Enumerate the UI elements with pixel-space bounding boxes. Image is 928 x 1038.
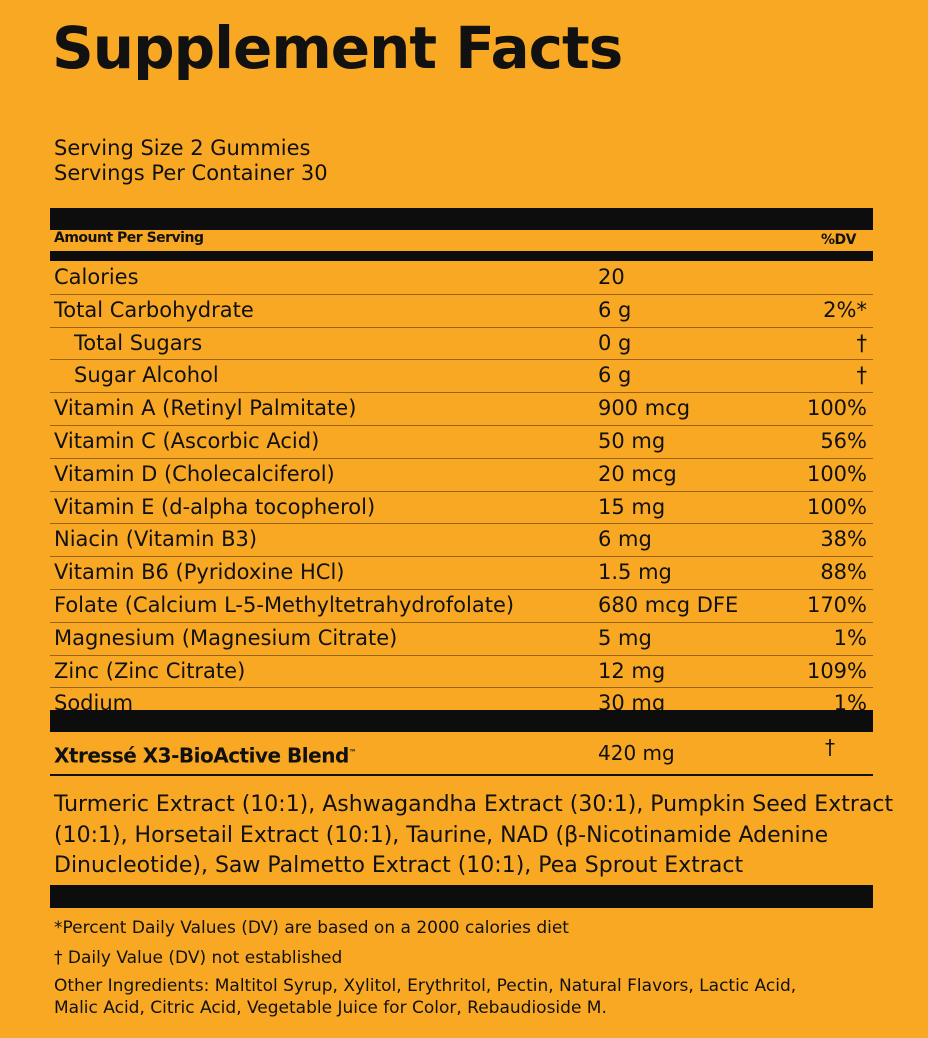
other-ingredients: Other Ingredients: Maltitol Syrup, Xylit… bbox=[54, 976, 797, 1018]
nutrient-dv: 2%* bbox=[823, 297, 867, 322]
nutrient-amount: 20 bbox=[598, 265, 625, 289]
nutrient-dv: 100% bbox=[806, 494, 867, 519]
nutrient-name: Zinc (Zinc Citrate) bbox=[54, 658, 246, 683]
footnote-percent-dv: *Percent Daily Values (DV) are based on … bbox=[54, 918, 569, 938]
trademark: ™ bbox=[348, 748, 357, 757]
table-row: Vitamin D (Cholecalciferol) 20 mcg 100% bbox=[50, 459, 873, 492]
nutrient-amount: 1.5 mg bbox=[598, 560, 672, 585]
servings-per-container: Servings Per Container 30 bbox=[54, 161, 328, 185]
table-row: Folate (Calcium L-5-Methyltetrahydrofola… bbox=[50, 590, 873, 623]
nutrient-name: Vitamin A (Retinyl Palmitate) bbox=[54, 396, 357, 421]
table-row: Vitamin C (Ascorbic Acid) 50 mg 56% bbox=[50, 426, 873, 459]
amount-per-serving-label: Amount Per Serving bbox=[54, 230, 204, 246]
blend-name-text: Xtressé X3-BioActive Blend bbox=[54, 743, 349, 768]
nutrient-name: Vitamin E (d-alpha tocopherol) bbox=[54, 494, 376, 519]
nutrient-name: Sugar Alcohol bbox=[74, 363, 219, 388]
page-title: Supplement Facts bbox=[52, 14, 623, 82]
nutrient-dv: 170% bbox=[806, 592, 867, 617]
nutrient-table: Calories 20 Total Carbohydrate 6 g 2%* Total … bbox=[50, 262, 873, 720]
table-row: Vitamin A (Retinyl Palmitate) 900 mcg 100% bbox=[50, 393, 873, 426]
nutrient-dv: 38% bbox=[820, 527, 867, 552]
nutrient-amount: 6 mg bbox=[598, 527, 652, 552]
table-row: Zinc (Zinc Citrate) 12 mg 109% bbox=[50, 656, 873, 689]
nutrient-amount: 680 mcg DFE bbox=[598, 592, 739, 617]
divider-bar bbox=[50, 710, 873, 732]
blend-name: Xtressé X3-BioActive Blend™ bbox=[54, 732, 357, 777]
dv-header: %DV bbox=[821, 232, 856, 248]
nutrient-dv: 100% bbox=[806, 461, 867, 486]
nutrient-name: Vitamin B6 (Pyridoxine HCl) bbox=[54, 560, 345, 585]
table-row: Magnesium (Magnesium Citrate) 5 mg 1% bbox=[50, 623, 873, 656]
serving-size: Serving Size 2 Gummies bbox=[54, 136, 311, 160]
nutrient-amount: 15 mg bbox=[598, 494, 666, 519]
nutrient-name: Vitamin D (Cholecalciferol) bbox=[54, 461, 335, 486]
table-row: Vitamin E (d-alpha tocopherol) 15 mg 100% bbox=[50, 492, 873, 525]
nutrient-amount: 50 mg bbox=[598, 428, 666, 453]
nutrient-name: Calories bbox=[54, 265, 139, 289]
table-row: Total Carbohydrate 6 g 2%* bbox=[50, 295, 873, 328]
nutrient-name: Total Sugars bbox=[74, 330, 203, 355]
nutrient-name: Folate (Calcium L-5-Methyltetrahydrofola… bbox=[54, 592, 515, 617]
nutrient-dv: 109% bbox=[806, 658, 867, 683]
nutrient-dv: 88% bbox=[820, 560, 867, 585]
divider-bar bbox=[50, 208, 873, 230]
blend-amount: 420 mg bbox=[598, 741, 675, 765]
nutrient-amount: 20 mcg bbox=[598, 461, 677, 486]
footnote-dagger: † Daily Value (DV) not established bbox=[54, 948, 343, 968]
blend-dv: † bbox=[825, 735, 835, 759]
table-row: Calories 20 bbox=[50, 262, 873, 295]
blend-ingredients: Turmeric Extract (10:1), Ashwagandha Ext… bbox=[54, 792, 894, 878]
nutrient-dv: 100% bbox=[806, 396, 867, 421]
divider-bar bbox=[50, 885, 873, 908]
nutrient-name: Total Carbohydrate bbox=[54, 297, 254, 322]
nutrient-amount: 12 mg bbox=[598, 658, 666, 683]
nutrient-amount: 5 mg bbox=[598, 625, 652, 650]
nutrient-amount: 6 g bbox=[598, 363, 632, 388]
nutrient-name: Niacin (Vitamin B3) bbox=[54, 527, 258, 552]
divider-bar bbox=[50, 251, 873, 261]
nutrient-amount: 6 g bbox=[598, 297, 632, 322]
nutrient-dv: † bbox=[856, 363, 868, 388]
nutrient-dv: 56% bbox=[820, 428, 867, 453]
blend-row: Xtressé X3-BioActive Blend™ 420 mg † bbox=[50, 732, 873, 776]
table-row: Niacin (Vitamin B3) 6 mg 38% bbox=[50, 524, 873, 558]
table-row: Sugar Alcohol 6 g † bbox=[50, 360, 873, 394]
nutrient-name: Magnesium (Magnesium Citrate) bbox=[54, 625, 398, 650]
table-header: Amount Per Serving %DV bbox=[54, 230, 864, 250]
nutrient-amount: 900 mcg bbox=[598, 396, 691, 421]
serving-info: Serving Size 2 Gummies Servings Per Cont… bbox=[54, 136, 328, 186]
table-row: Vitamin B6 (Pyridoxine HCl) 1.5 mg 88% bbox=[50, 557, 873, 590]
nutrient-amount: 0 g bbox=[598, 330, 632, 355]
table-row: Total Sugars 0 g † bbox=[50, 328, 873, 361]
nutrient-name: Vitamin C (Ascorbic Acid) bbox=[54, 428, 320, 453]
nutrient-dv: † bbox=[856, 330, 868, 355]
nutrient-dv: 1% bbox=[833, 625, 867, 650]
